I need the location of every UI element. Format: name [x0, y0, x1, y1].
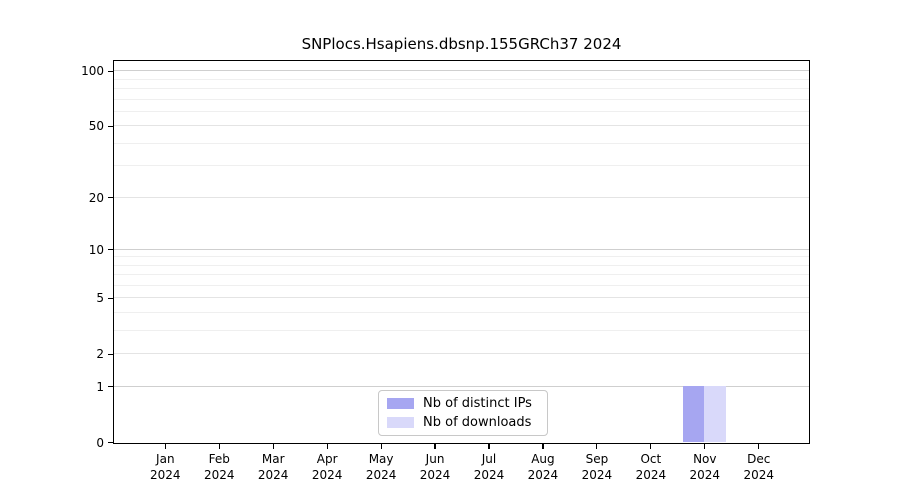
gridline-y-1 — [114, 385, 809, 387]
x-tick-mark-jan — [164, 444, 166, 449]
y-tick-label-5: 5 — [96, 291, 104, 306]
gridline-y-50 — [114, 125, 809, 127]
y-tick-label-20: 20 — [88, 190, 104, 205]
gridline-y-7 — [114, 274, 809, 276]
gridline-y-100 — [114, 70, 809, 72]
plot-inner: Nb of distinct IPs Nb of downloads — [114, 61, 809, 443]
y-tick-mark-50 — [108, 125, 113, 127]
gridline-y-10 — [114, 248, 809, 250]
legend-swatch-downloads — [387, 417, 414, 428]
x-tick-mark-feb — [218, 444, 220, 449]
gridline-y-9 — [114, 256, 809, 258]
x-tick-label-sep: Sep 2024 — [581, 452, 613, 482]
legend-item-distinct-ips: Nb of distinct IPs — [387, 396, 539, 411]
x-tick-mark-may — [380, 444, 382, 449]
bar-nb-of-downloads-nov — [704, 386, 726, 442]
gridline-y-40 — [114, 142, 809, 144]
legend-label-downloads: Nb of downloads — [423, 415, 532, 430]
x-tick-mark-mar — [272, 444, 274, 449]
gridline-y-2 — [114, 353, 809, 355]
y-tick-mark-10 — [108, 249, 113, 251]
x-tick-mark-dec — [758, 444, 760, 449]
x-tick-label-jan: Jan 2024 — [150, 452, 181, 482]
y-tick-label-0: 0 — [96, 435, 104, 450]
chart-title: SNPlocs.Hsapiens.dbsnp.155GRCh37 2024 — [301, 35, 622, 53]
x-tick-mark-oct — [650, 444, 652, 449]
x-tick-label-nov: Nov 2024 — [689, 452, 721, 482]
gridline-y-80 — [114, 87, 809, 89]
y-tick-mark-0 — [108, 441, 113, 444]
x-tick-label-oct: Oct 2024 — [635, 452, 667, 482]
y-tick-mark-5 — [108, 297, 113, 299]
legend-label-distinct-ips: Nb of distinct IPs — [423, 396, 532, 411]
y-tick-label-100: 100 — [81, 64, 104, 79]
gridline-y-4 — [114, 312, 809, 314]
bar-nb-of-distinct-ips-nov — [682, 386, 705, 442]
x-tick-label-aug: Aug 2024 — [527, 452, 559, 482]
x-tick-label-feb: Feb 2024 — [203, 452, 235, 482]
legend-swatch-distinct-ips — [387, 398, 414, 409]
y-tick-mark-2 — [108, 353, 113, 355]
y-tick-mark-20 — [108, 196, 113, 199]
x-tick-label-may: May 2024 — [365, 452, 397, 482]
gridline-y-60 — [114, 110, 809, 112]
x-tick-label-dec: Dec 2024 — [743, 452, 775, 482]
gridline-y-5 — [114, 297, 809, 299]
gridline-y-8 — [114, 264, 809, 266]
gridline-y-3 — [114, 329, 809, 331]
x-tick-mark-apr — [326, 444, 328, 449]
y-tick-label-50: 50 — [88, 119, 104, 134]
x-tick-label-apr: Apr 2024 — [311, 452, 343, 482]
x-tick-mark-jul — [488, 444, 490, 449]
legend-item-downloads: Nb of downloads — [387, 415, 539, 430]
x-tick-label-jun: Jun 2024 — [419, 452, 451, 482]
gridline-y-20 — [114, 196, 809, 198]
plot-area: Nb of distinct IPs Nb of downloads — [113, 60, 810, 444]
gridline-y-70 — [114, 98, 809, 100]
x-tick-mark-jun — [434, 444, 436, 449]
y-tick-label-2: 2 — [96, 347, 104, 362]
x-tick-label-jul: Jul 2024 — [473, 452, 505, 482]
gridline-y-90 — [114, 78, 809, 80]
y-tick-label-10: 10 — [88, 242, 104, 257]
x-tick-mark-nov — [704, 444, 706, 449]
x-tick-mark-aug — [542, 444, 544, 449]
x-tick-label-mar: Mar 2024 — [257, 452, 289, 482]
y-tick-mark-1 — [108, 386, 113, 388]
gridline-y-30 — [114, 165, 809, 167]
gridline-y-6 — [114, 284, 809, 286]
legend: Nb of distinct IPs Nb of downloads — [378, 390, 548, 436]
y-tick-mark-100 — [108, 70, 113, 72]
y-tick-label-1: 1 — [96, 379, 104, 394]
x-tick-mark-sep — [596, 444, 598, 449]
